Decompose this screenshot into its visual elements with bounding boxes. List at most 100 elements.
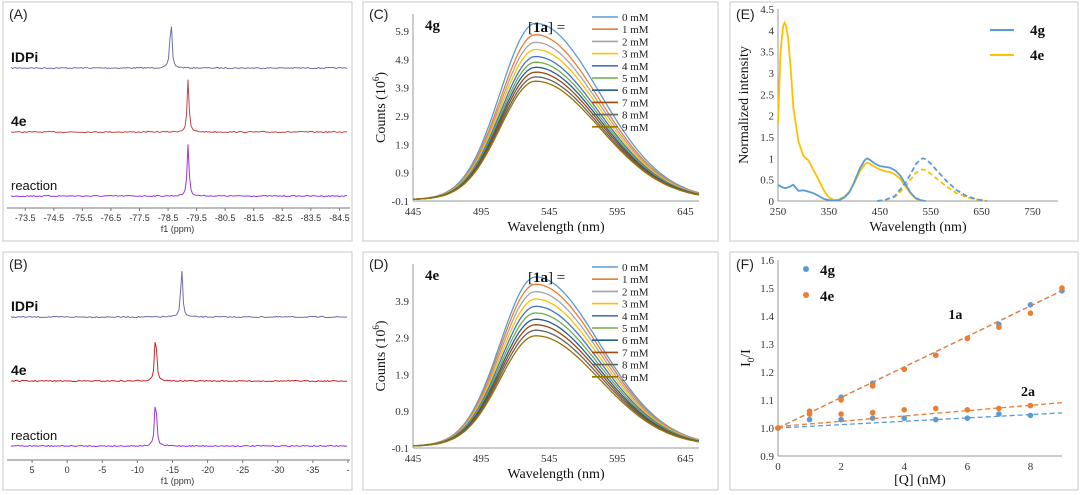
- legend-label: 6 mM: [622, 335, 649, 347]
- y-tick-label: 1.2: [760, 367, 774, 379]
- stern-volmer-chart: (F) 0 2 4 6 8 0.9 1.0 1.1 1.2 1.3 1.4 1.5 1.6 [Q] (nM)…: [729, 251, 1079, 491]
- x-tick-label: -78.5: [158, 213, 179, 223]
- legend-label: 2 mM: [622, 286, 649, 298]
- x-tick-label: -74.5: [44, 213, 65, 223]
- legend-label: 7 mM: [622, 97, 649, 109]
- x-tick-label: -20: [201, 465, 214, 475]
- legend-marker: [803, 292, 809, 298]
- y-tick-label: -0.1: [392, 443, 409, 455]
- panel-frame: [729, 1, 1079, 242]
- x-tick-label: -5: [98, 465, 106, 475]
- data-point: [838, 397, 844, 403]
- y-axis-label-close: ): [374, 320, 389, 325]
- y-tick-label: 3.9: [395, 296, 409, 308]
- x-axis-label: Wavelength (nm): [869, 220, 967, 235]
- data-point: [1027, 402, 1034, 409]
- legend-label: 1 mM: [622, 274, 649, 286]
- x-tick-label: -83.5: [301, 213, 322, 223]
- y-tick-label: 1.3: [760, 339, 774, 351]
- y-tick-label: 1.5: [760, 132, 774, 144]
- x-tick-label: -25: [236, 465, 249, 475]
- data-point: [1059, 285, 1065, 291]
- data-point: [869, 415, 876, 422]
- panel-label: (B): [9, 256, 28, 272]
- y-tick-label: 1: [769, 153, 775, 165]
- x-tick-label: -75.5: [72, 213, 93, 223]
- legend-label: 4e: [1030, 48, 1045, 64]
- y-tick-label: 3.5: [760, 47, 774, 59]
- legend-label: 5 mM: [622, 323, 649, 335]
- y-tick-label: 2: [769, 111, 775, 123]
- data-point: [1027, 302, 1034, 308]
- y-tick-label: -0.1: [392, 196, 409, 208]
- y-axis-label-sub: 0: [746, 357, 756, 362]
- panel-label: (E): [736, 6, 755, 22]
- data-point: [869, 383, 876, 389]
- x-axis-label: f1 (ppm): [161, 476, 195, 486]
- x-tick-label: 495: [473, 453, 490, 465]
- x-axis-label: f1 (ppm): [161, 224, 195, 234]
- data-point: [932, 405, 939, 412]
- trace-label: 4e: [11, 362, 27, 378]
- spectra-chart: (E) 250 350 450 550 650 750 0 0.5 1 1.5 2 2.5 3 3.5 4 4.…: [729, 1, 1079, 242]
- x-tick-label: 445: [405, 453, 422, 465]
- emission-chart: (D) 445 495 545 595 645 -0.1 0.9 1.9 2.9 3.9 Wavele…: [362, 251, 719, 491]
- x-tick-label: -30: [271, 465, 284, 475]
- nmr-trace: [10, 26, 348, 70]
- legend-label: 3 mM: [622, 49, 649, 61]
- x-tick-label: -81.5: [243, 213, 264, 223]
- absorption-line: [777, 157, 926, 202]
- data-point: [996, 405, 1002, 412]
- nmr-trace: [10, 144, 348, 198]
- y-axis-label: Counts (106): [371, 72, 389, 143]
- x-tick-label: -79.5: [186, 213, 207, 223]
- x-tick-label: 550: [922, 206, 939, 218]
- y-tick-label: 0.9: [760, 451, 774, 463]
- x-tick-label: 595: [609, 453, 626, 465]
- legend-label: 5 mM: [622, 73, 649, 85]
- x-tick-label: -: [347, 465, 350, 475]
- x-tick-label: 8: [1028, 461, 1034, 473]
- emission-chart: (C) 445 495 545 595 645 -0.1 0.9 1.9 2.9 3.9 4.9 5.9…: [362, 1, 719, 242]
- legend-label: 0 mM: [622, 262, 649, 274]
- y-tick-label: 2.9: [395, 111, 409, 123]
- x-tick-label: -84.5: [329, 213, 350, 223]
- data-point: [964, 407, 971, 413]
- legend-marker: [803, 266, 809, 272]
- x-tick-label: 250: [770, 206, 787, 218]
- series-line: [412, 22, 700, 200]
- data-point: [869, 409, 876, 416]
- legend-title-bold: 1a: [533, 270, 549, 286]
- emission-line: [877, 157, 987, 202]
- panel-frame: [729, 251, 1079, 491]
- series-line: [412, 329, 700, 447]
- y-tick-label: 2.5: [760, 89, 774, 101]
- panel-label: (D): [369, 256, 388, 272]
- y-tick-label: 4: [769, 25, 775, 37]
- x-tick-label: 450: [872, 206, 889, 218]
- annotation-1a: 1a: [948, 308, 962, 323]
- emission-line: [877, 168, 987, 202]
- x-tick-label: 6: [965, 461, 971, 473]
- x-tick-label: 645: [677, 453, 694, 465]
- data-point: [964, 335, 971, 342]
- data-point: [901, 407, 908, 413]
- y-tick-label: 3: [769, 68, 775, 80]
- legend-title-bold: 1a: [533, 20, 549, 36]
- y-tick-label: 0: [769, 196, 775, 208]
- x-tick-label: 445: [405, 206, 422, 218]
- data-point: [901, 415, 908, 422]
- legend-label: 4g: [1030, 23, 1046, 39]
- x-axis-label: Wavelength (nm): [507, 220, 605, 235]
- legend-title-suffix: ] =: [548, 20, 565, 36]
- x-tick-label: 5: [30, 465, 35, 475]
- data-point: [996, 324, 1002, 331]
- data-point: [932, 352, 939, 359]
- legend-label: 3 mM: [622, 299, 649, 311]
- data-point: [1027, 412, 1034, 419]
- legend-label: 9 mM: [622, 122, 649, 134]
- x-tick-label: 750: [1024, 206, 1041, 218]
- legend-label: 0 mM: [622, 12, 649, 24]
